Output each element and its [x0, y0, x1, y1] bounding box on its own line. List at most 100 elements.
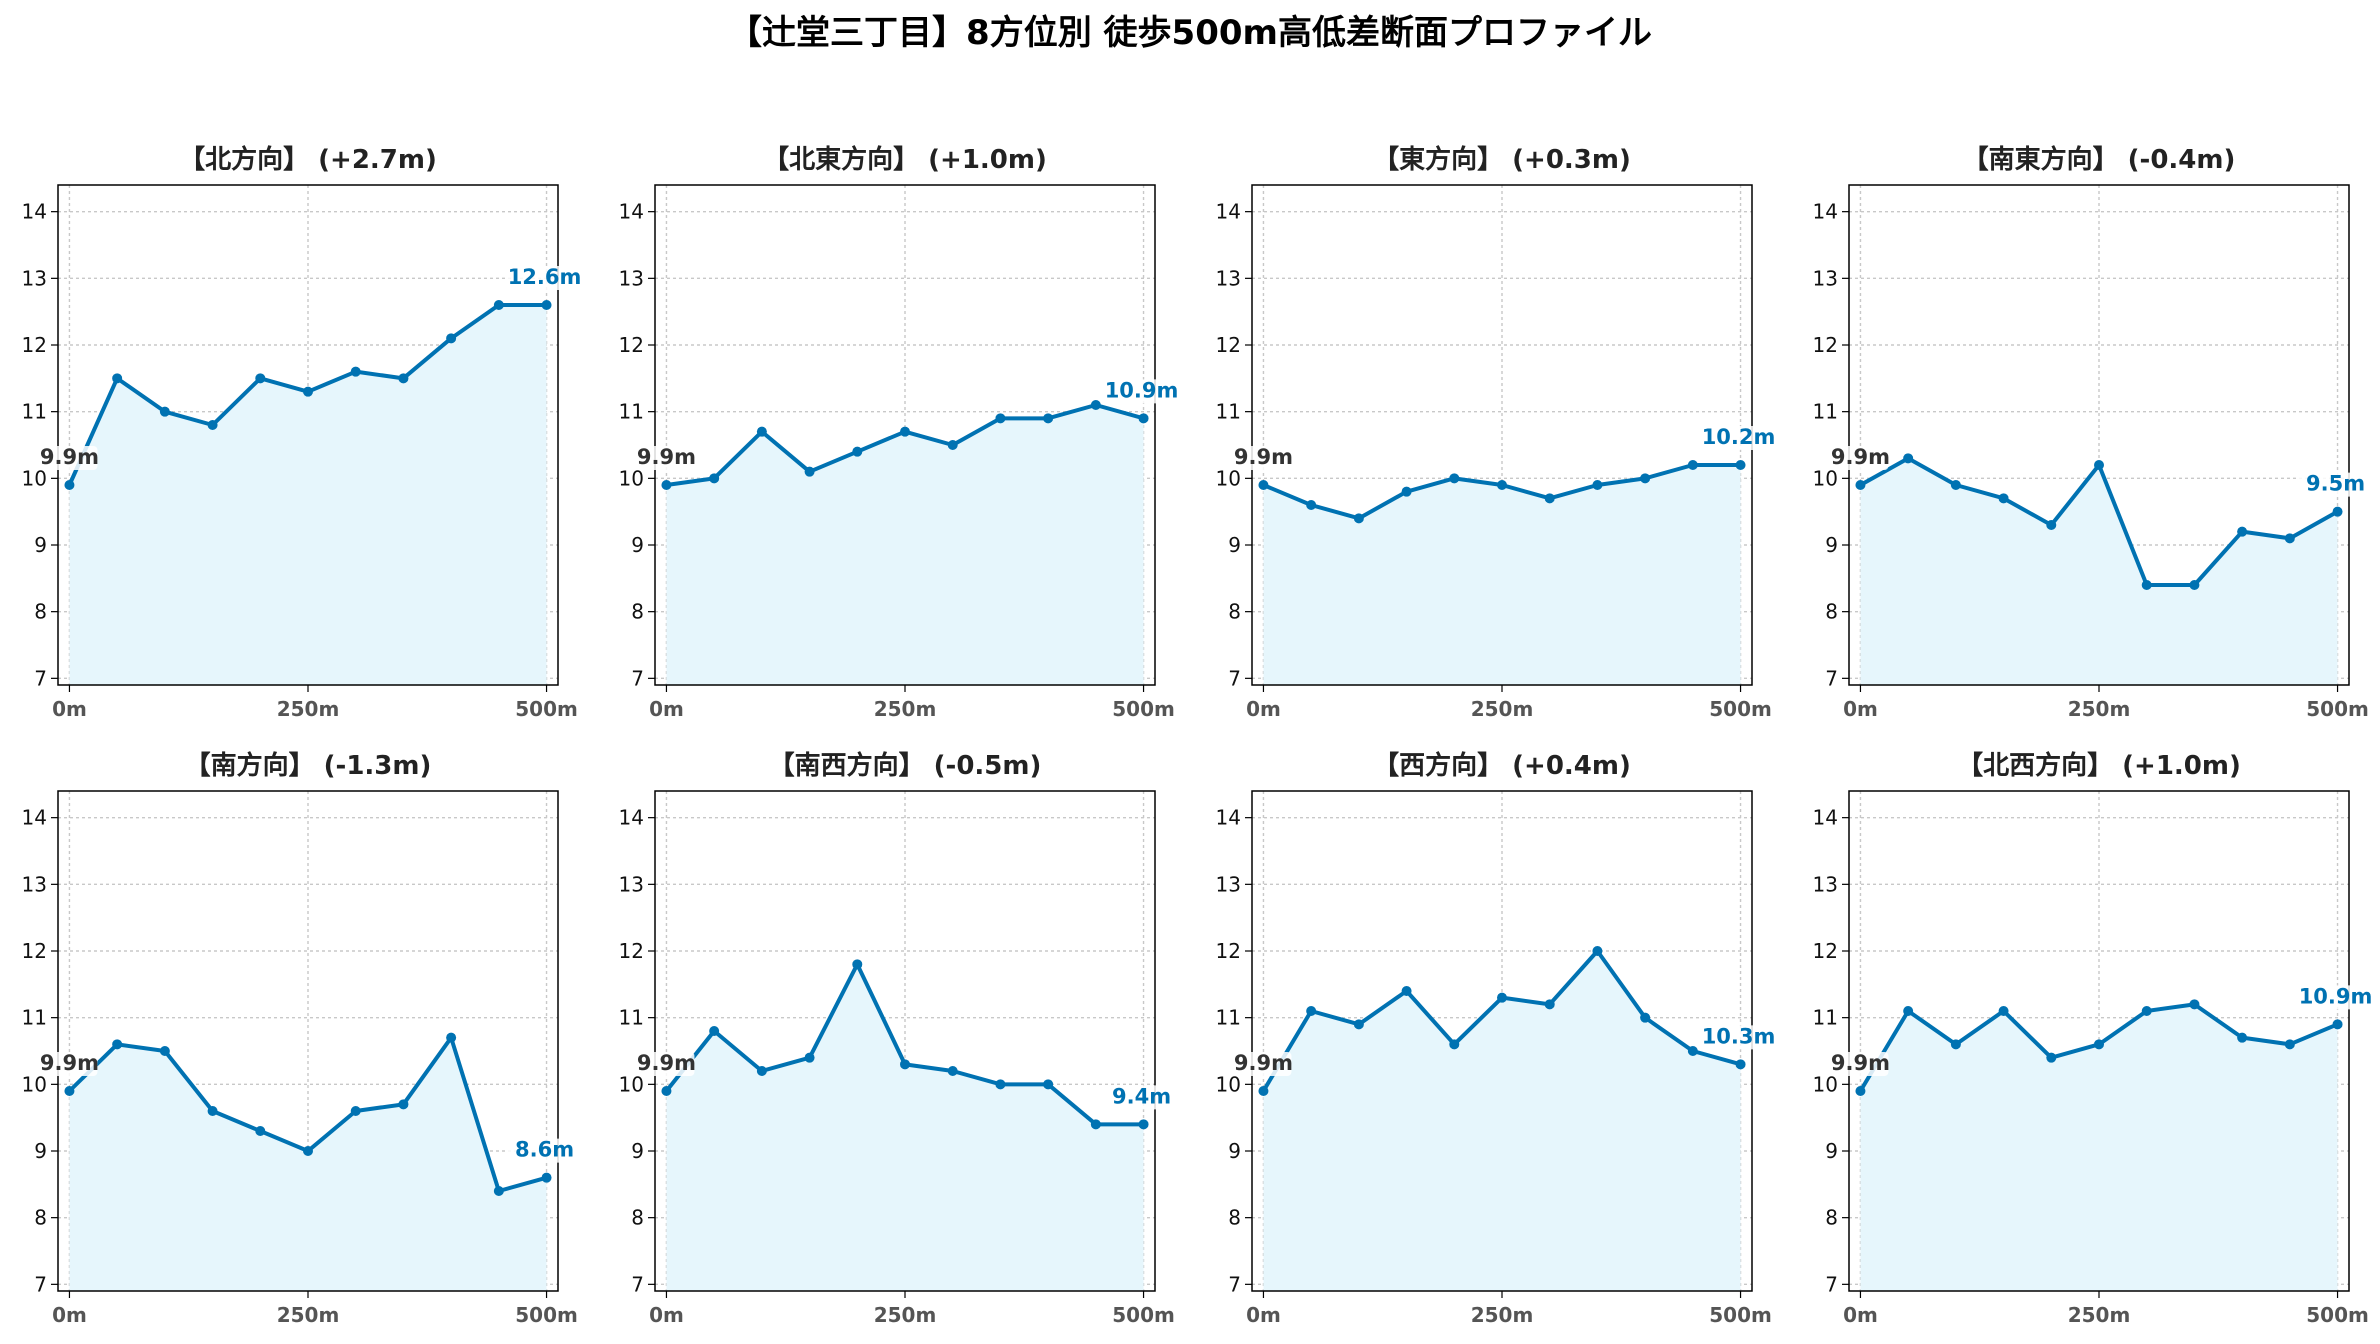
y-tick-label: 7: [631, 1272, 644, 1296]
y-tick-label: 10: [22, 1072, 47, 1096]
subplot-title: 【北方向】 (+2.7m): [179, 144, 437, 175]
data-point: [1258, 480, 1269, 490]
y-tick-label: 11: [22, 1006, 47, 1030]
data-point: [1449, 473, 1460, 484]
y-tick-label: 12: [1216, 333, 1241, 357]
y-tick-label: 13: [619, 872, 644, 896]
data-point: [350, 366, 361, 377]
data-point: [1687, 460, 1698, 470]
end-value-label: 9.4m: [1112, 1084, 1171, 1108]
data-point: [1950, 1039, 1961, 1050]
data-point: [398, 373, 409, 384]
data-point: [446, 333, 457, 344]
area-fill: [666, 405, 1144, 685]
end-value-label: 12.6m: [508, 265, 582, 289]
start-label-bg: [1235, 1052, 1292, 1076]
data-point: [1592, 946, 1603, 956]
y-tick-label: 9: [631, 533, 644, 557]
x-tick-label: 0m: [52, 1303, 87, 1327]
y-tick-label: 13: [22, 266, 47, 290]
x-tick-label: 250m: [1471, 1303, 1534, 1327]
data-point: [1687, 1046, 1698, 1056]
x-tick-label: 0m: [1843, 697, 1878, 721]
data-point: [2046, 1052, 2057, 1063]
x-tick-label: 500m: [515, 1303, 578, 1327]
y-tick-label: 8: [631, 600, 644, 624]
y-tick-label: 7: [1825, 1272, 1838, 1296]
data-point: [541, 300, 552, 310]
y-tick-label: 13: [1813, 266, 1838, 290]
end-label-bg: [506, 266, 583, 290]
end-value-label: 10.3m: [1702, 1024, 1776, 1048]
y-tick-label: 7: [34, 1272, 47, 1296]
data-point: [1640, 1012, 1651, 1023]
y-tick-label: 11: [619, 400, 644, 424]
data-point: [1544, 999, 1555, 1010]
data-point: [2284, 1039, 2295, 1050]
x-tick-label: 500m: [1112, 697, 1175, 721]
y-tick-label: 7: [1228, 1272, 1241, 1296]
plot-frame: [654, 184, 1156, 686]
y-tick-label: 14: [22, 806, 47, 830]
data-point: [2094, 460, 2104, 470]
data-point: [2141, 1006, 2152, 1016]
x-tick-label: 0m: [52, 697, 87, 721]
data-point: [1640, 473, 1651, 484]
data-point: [112, 1039, 123, 1050]
data-point: [112, 373, 123, 384]
y-tick-label: 13: [1216, 872, 1241, 896]
y-tick-label: 8: [1825, 1206, 1838, 1230]
y-tick-label: 11: [1813, 1006, 1838, 1030]
x-tick-label: 250m: [277, 1303, 340, 1327]
area-fill: [69, 305, 547, 685]
y-tick-label: 14: [1216, 200, 1241, 224]
data-point: [756, 1066, 767, 1076]
data-point: [900, 1059, 910, 1070]
data-point: [852, 959, 863, 970]
y-tick-label: 10: [1813, 1072, 1838, 1096]
data-point: [1998, 1006, 2009, 1016]
data-point: [1043, 413, 1054, 424]
data-point: [804, 466, 815, 477]
data-point: [661, 480, 672, 490]
subplot-title: 【北東方向】 (+1.0m): [763, 144, 1047, 175]
subplot-6: 【南西方向】 (-0.5m) 7 8 9 10 11 12 13 14 0m 250m 500m 9.9…: [619, 750, 1180, 1327]
data-point: [804, 1052, 815, 1063]
end-label-bg: [2297, 985, 2374, 1010]
start-value-label: 9.9m: [40, 1051, 99, 1075]
subplot-title: 【南方向】 (-1.3m): [185, 750, 432, 781]
data-point: [398, 1099, 409, 1110]
subplot-title: 【南東方向】 (-0.4m): [1963, 144, 2236, 175]
data-point: [1903, 1006, 1914, 1016]
y-tick-label: 10: [1216, 466, 1241, 490]
y-tick-label: 13: [619, 266, 644, 290]
data-point: [756, 426, 767, 437]
data-point: [1998, 493, 2009, 504]
data-point: [493, 300, 504, 310]
start-value-label: 9.9m: [637, 445, 696, 469]
subplot-title: 【北西方向】 (+1.0m): [1957, 750, 2241, 781]
x-tick-label: 0m: [1246, 1303, 1281, 1327]
data-point: [159, 406, 170, 417]
y-tick-label: 12: [1813, 333, 1838, 357]
data-point: [900, 426, 910, 437]
data-point: [1138, 413, 1149, 424]
y-tick-label: 8: [34, 600, 47, 624]
data-point: [255, 373, 266, 384]
end-value-label: 10.2m: [1702, 425, 1776, 449]
y-tick-label: 10: [619, 466, 644, 490]
start-value-label: 9.9m: [637, 1051, 696, 1075]
y-tick-label: 12: [22, 939, 47, 963]
data-point: [1497, 480, 1507, 490]
data-point: [947, 440, 958, 450]
y-tick-label: 7: [34, 666, 47, 690]
y-tick-label: 13: [22, 872, 47, 896]
end-label-bg: [1700, 1025, 1777, 1050]
end-value-label: 8.6m: [515, 1138, 574, 1162]
figure-title: 【辻堂三丁目】8方位別 徒歩500m高低差断面プロファイル: [728, 13, 1652, 53]
subplot-title: 【南西方向】 (-0.5m): [769, 750, 1042, 781]
data-point: [1903, 453, 1914, 464]
y-tick-label: 14: [1813, 806, 1838, 830]
x-tick-label: 500m: [2306, 1303, 2369, 1327]
